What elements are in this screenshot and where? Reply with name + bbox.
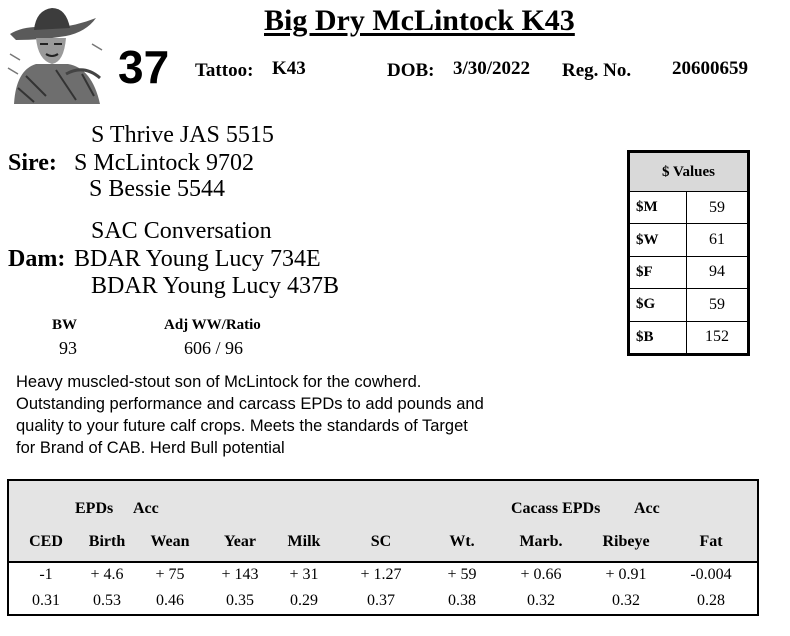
epd-accuracy: 0.35 [226,592,254,609]
epd-column-header: SC [370,533,392,550]
dollar-label: $B [629,320,687,355]
dollar-values-table: $ Values $M 59 $W 61 $F 94 $G 59 $B 152 [627,150,750,356]
dollar-value: 59 [686,288,748,322]
lot-number: 37 [118,41,170,93]
epd-accuracy: 0.31 [32,592,60,609]
dollar-value: 152 [686,320,748,355]
epd-accuracy: 0.29 [290,592,318,609]
dam-dam: BDAR Young Lucy 437B [91,273,340,299]
epd-header-band [9,481,757,563]
epd-column-header: CED [29,533,63,550]
epd-acc-label: Acc [133,500,159,517]
sire-name: S McLintock 9702 [74,150,254,176]
carcass-group-label: Cacass EPDs [511,500,601,517]
epd-value: + 4.6 [90,566,124,583]
dam-name: BDAR Young Lucy 734E [74,246,321,272]
epd-column-header: Year [224,533,256,550]
epd-column-header: Marb. [519,533,563,550]
dollar-label: $W [629,223,687,257]
sire-label: Sire: [8,150,57,176]
epd-value: -0.004 [690,566,732,583]
cowboy-logo-icon [6,4,104,104]
reg-value: 20600659 [672,58,748,79]
description-text: Heavy muscled-stout son of McLintock for… [16,373,484,457]
dam-label: Dam: [8,246,66,272]
epd-value: + 31 [289,566,319,583]
epd-column-header: Milk [287,533,321,550]
carcass-acc-label: Acc [634,500,660,517]
table-row: $M 59 [629,190,748,225]
epd-accuracy: 0.53 [93,592,121,609]
epd-column-header: Fat [699,533,723,550]
epd-column-header: Ribeye [602,533,650,550]
table-row: $B 152 [629,320,748,355]
ww-value: 606 / 96 [184,338,244,358]
ww-label: Adj WW/Ratio [164,317,261,333]
table-row: $W 61 [629,223,748,257]
dollar-value: 59 [686,190,748,225]
table-row: $F 94 [629,255,748,290]
epd-accuracy: 0.32 [612,592,640,609]
epd-value: + 59 [447,566,477,583]
tattoo-label: Tattoo: [195,60,254,81]
dollar-value: 94 [686,255,748,290]
epd-value: + 0.91 [605,566,647,583]
epd-value: + 143 [221,566,259,583]
epd-group-label: EPDs [75,500,114,517]
epd-accuracy: 0.28 [697,592,725,609]
sire-sire: S Thrive JAS 5515 [91,122,274,148]
epd-column-header: Wt. [449,533,475,550]
epd-accuracy: 0.38 [448,592,476,609]
epd-value: + 75 [155,566,185,583]
epd-value: + 0.66 [520,566,562,583]
dob-value: 3/30/2022 [453,58,531,79]
dam-sire: SAC Conversation [91,218,272,244]
dollar-label: $F [629,255,687,290]
epd-column-header: Birth [88,533,126,550]
tattoo-value: K43 [272,58,306,79]
dollar-label: $G [629,288,687,322]
epd-table [7,479,759,616]
table-row: $G 59 [629,288,748,322]
epd-accuracy: 0.46 [156,592,184,609]
sire-dam: S Bessie 5544 [89,176,226,202]
dob-label: DOB: [387,60,435,81]
dollar-values-title: $ Values [629,152,748,192]
bw-value: 93 [59,338,77,358]
epd-column-header: Wean [150,533,190,550]
reg-label: Reg. No. [562,60,632,81]
epd-value: -1 [39,566,53,583]
dollar-label: $M [629,190,687,225]
epd-accuracy: 0.32 [527,592,555,609]
epd-value: + 1.27 [360,566,402,583]
bw-label: BW [52,317,78,333]
dollar-value: 61 [686,223,748,257]
epd-accuracy: 0.37 [367,592,395,609]
page-title: Big Dry McLintock K43 [264,4,575,37]
